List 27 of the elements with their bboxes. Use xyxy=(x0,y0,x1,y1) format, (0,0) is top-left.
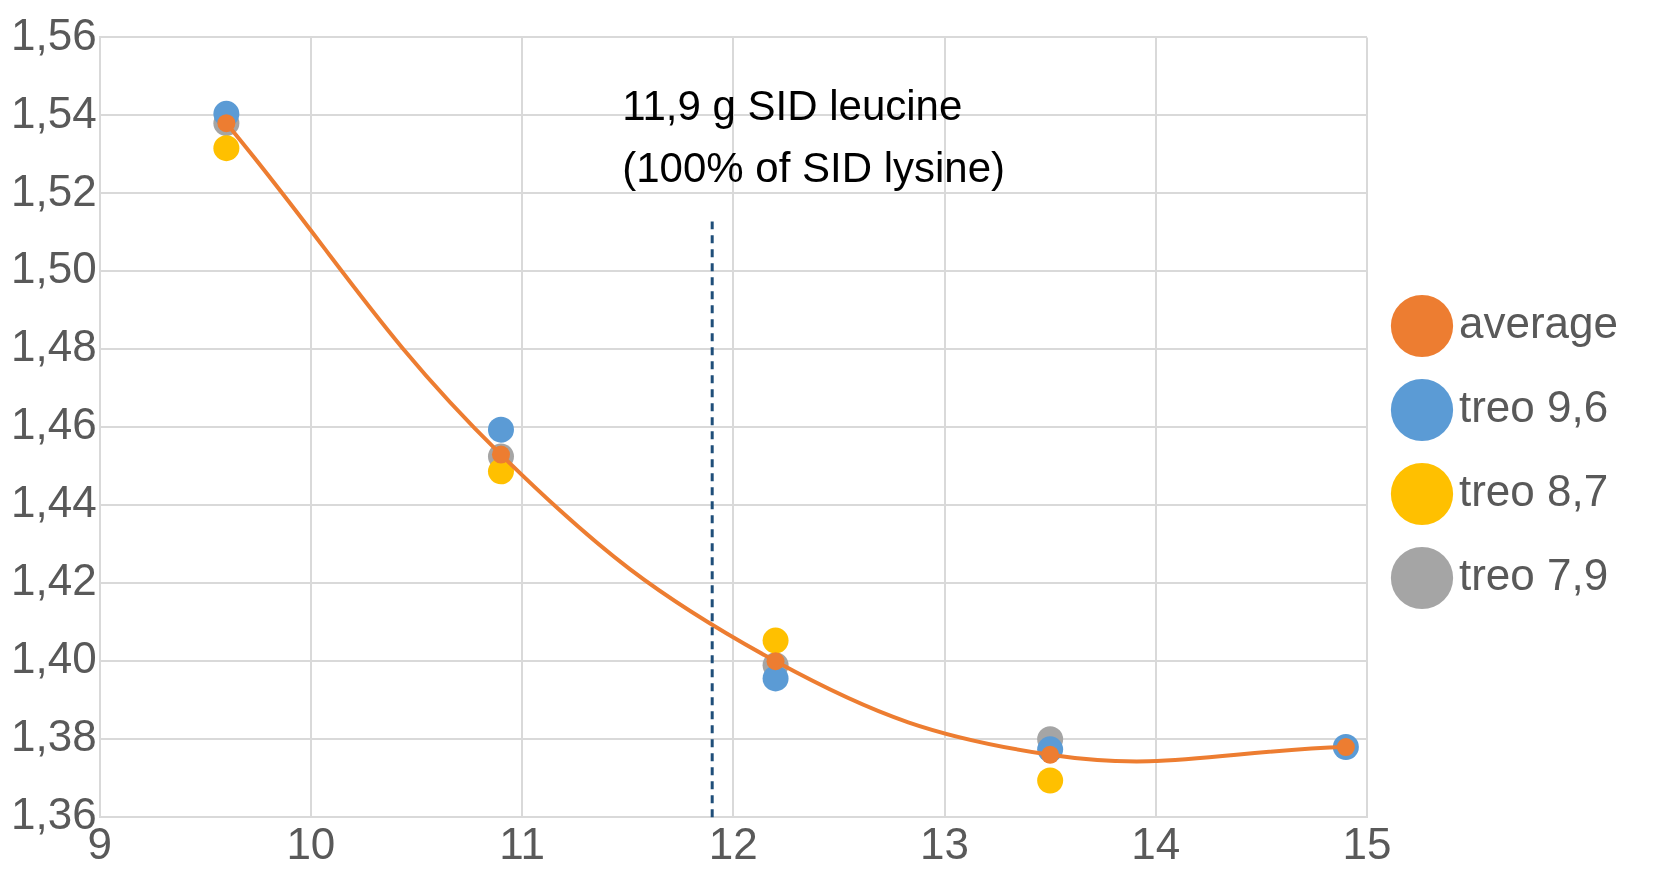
point xyxy=(762,627,789,654)
legend-label: treo 7,9 xyxy=(1458,550,1609,600)
y-tick-label: 1,50 xyxy=(11,243,97,293)
legend-label: treo 8,7 xyxy=(1458,466,1609,516)
point xyxy=(766,652,785,671)
x-tick-label: 13 xyxy=(920,818,970,868)
y-tick-label: 1,52 xyxy=(11,165,97,215)
point xyxy=(762,665,789,692)
y-tick-label: 1,40 xyxy=(11,633,97,683)
y-tick-label: 1,42 xyxy=(11,555,97,605)
x-tick-label: 10 xyxy=(286,818,336,868)
y-tick-label: 1,56 xyxy=(11,9,97,59)
x-tick-label: 14 xyxy=(1131,818,1181,868)
ref-line-label: 11,9 g SID leucine (100% of SID lysine) xyxy=(622,81,1006,191)
x-tick-label: 15 xyxy=(1342,818,1392,868)
y-tick-label: 1,48 xyxy=(11,321,97,371)
legend-label: treo 9,6 xyxy=(1458,382,1609,432)
y-tick-label: 1,38 xyxy=(11,711,97,761)
y-tick-label: 1,54 xyxy=(11,87,97,137)
y-tick-label: 1,44 xyxy=(11,477,97,527)
x-tick-label: 12 xyxy=(708,818,758,868)
point xyxy=(1037,767,1064,794)
y-tick-label: 1,46 xyxy=(11,399,97,449)
point xyxy=(487,416,514,443)
x-tick-label: 11 xyxy=(499,818,545,868)
point xyxy=(213,135,240,162)
legend-label: average xyxy=(1458,298,1619,348)
